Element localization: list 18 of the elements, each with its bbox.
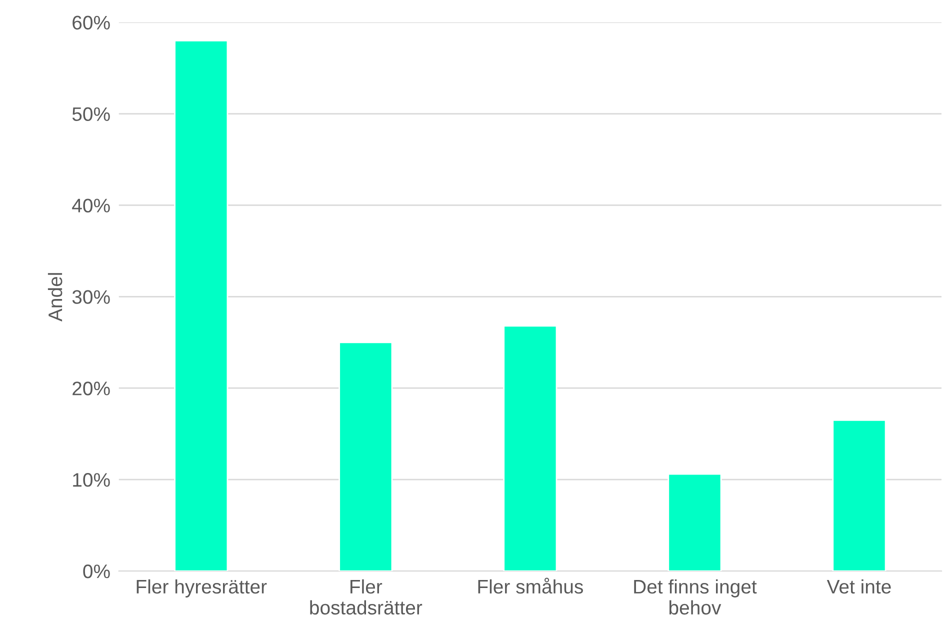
- bar: [832, 419, 886, 572]
- x-tick-label: Vet inte: [826, 579, 891, 594]
- y-tick-label: 40%: [72, 198, 110, 212]
- bar: [338, 342, 393, 572]
- x-tick-label: Fler bostadsrätter: [310, 579, 422, 615]
- y-tick-label: 30%: [72, 290, 110, 304]
- x-tick-label: Fler småhus: [478, 578, 583, 594]
- y-tick-label: 50%: [72, 107, 110, 122]
- y-tick-label: 60%: [72, 16, 110, 30]
- bar: [174, 40, 228, 572]
- y-axis-title: Andel: [48, 273, 62, 322]
- x-tick-label: Det finns inget behov: [634, 579, 757, 615]
- y-tick-label: 10%: [73, 473, 110, 487]
- bar: [668, 473, 722, 572]
- x-tick-label: Fler hyresrätter: [136, 579, 267, 598]
- y-tick-label: 0%: [83, 564, 110, 578]
- y-tick-label: 20%: [72, 382, 110, 396]
- bar: [503, 325, 558, 572]
